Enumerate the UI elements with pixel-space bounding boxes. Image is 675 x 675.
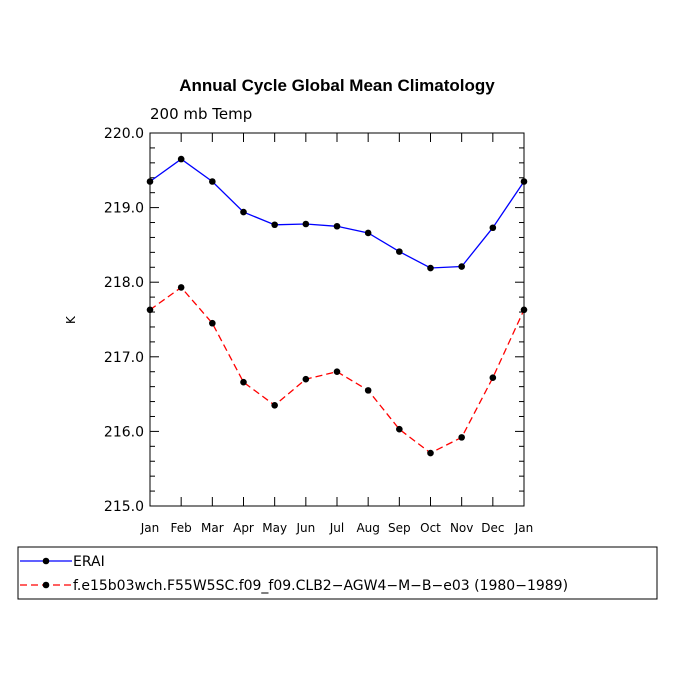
data-point [333, 222, 341, 230]
x-tick-label: Feb [171, 521, 192, 535]
data-point [271, 221, 278, 229]
series-layer [146, 155, 528, 457]
legend-label-2: f.e15b03wch.F55W5SC.f09_f09.CLB2−AGW4−M−… [73, 578, 568, 594]
data-point [333, 368, 341, 376]
x-tick-label: Jan [140, 521, 160, 535]
x-tick-label: Jan [514, 521, 534, 535]
x-tick-label: Oct [420, 521, 441, 535]
series-line-1 [149, 158, 525, 269]
data-point [458, 263, 465, 270]
legend-marker-1 [42, 557, 50, 565]
y-axis-label: K [64, 315, 78, 324]
y-tick-label: 220.0 [104, 126, 144, 142]
x-tick-label: Jun [295, 521, 315, 535]
x-tick-label: May [262, 521, 287, 535]
data-point [302, 375, 310, 383]
data-point [146, 178, 154, 185]
data-point [209, 178, 216, 185]
x-tick-label: Jul [329, 521, 344, 535]
y-tick-label: 219.0 [104, 201, 144, 217]
legend-label-1: ERAI [73, 554, 105, 570]
x-tick-label: Aug [356, 521, 379, 535]
plot-frame [149, 132, 525, 507]
data-point [396, 248, 403, 255]
data-point [364, 387, 372, 394]
chart-subtitle: 200 mb Temp [150, 105, 252, 123]
x-tick-label: Dec [481, 521, 504, 535]
data-point [177, 155, 185, 163]
y-tick-label: 216.0 [104, 424, 144, 440]
legend: ERAI f.e15b03wch.F55W5SC.f09_f09.CLB2−AGW… [20, 554, 568, 594]
data-point [364, 229, 372, 237]
data-point [520, 306, 528, 314]
x-tick-label: Apr [233, 521, 254, 535]
x-tick-label: Mar [201, 521, 224, 535]
data-point [427, 264, 434, 272]
x-tick-label: Nov [450, 521, 473, 535]
data-point [240, 208, 247, 216]
axis-ticks: 215.0 216.0 217.0 218.0 219.0 220.0 Jan Feb Mar A… [104, 126, 533, 535]
data-point [240, 378, 247, 386]
data-point [302, 220, 310, 228]
y-tick-label: 215.0 [104, 499, 144, 515]
data-point [520, 178, 528, 185]
data-point [271, 401, 278, 409]
data-point [177, 284, 185, 291]
y-tick-label: 218.0 [104, 275, 144, 291]
y-tick-label: 217.0 [104, 350, 144, 366]
data-point [458, 434, 465, 441]
data-point [146, 306, 154, 314]
data-point [209, 319, 216, 327]
data-point [489, 374, 497, 381]
data-point [489, 224, 497, 232]
data-point [396, 425, 403, 433]
x-tick-label: Sep [388, 521, 411, 535]
legend-marker-2 [42, 581, 50, 589]
chart-title: Annual Cycle Global Mean Climatology [179, 76, 495, 95]
legend-box [17, 546, 658, 600]
data-point [427, 449, 434, 457]
